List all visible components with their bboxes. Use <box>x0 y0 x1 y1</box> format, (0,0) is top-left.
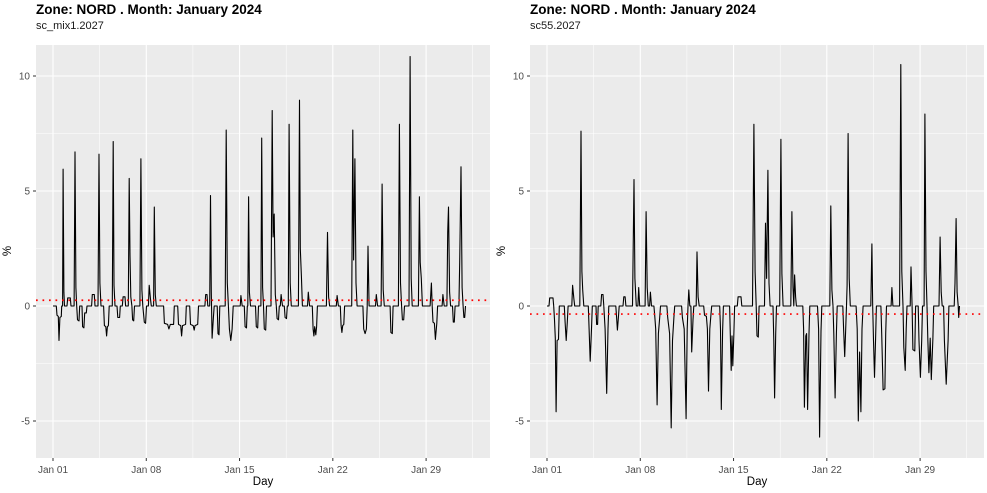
series-line <box>53 55 467 342</box>
y-tick-label: -5 <box>515 417 524 428</box>
chart-title: Zone: NORD . Month: January 2024 <box>530 2 756 17</box>
y-tick-label: 0 <box>24 302 30 313</box>
plot-area: Jan 01 Jan 08 Jan 15 Jan 22 Jan 29 10 5 0 -5 <box>513 45 984 476</box>
x-tick-label: Jan 08 <box>625 465 655 476</box>
x-tick-label: Jan 29 <box>905 465 935 476</box>
plot-area: Jan 01 Jan 08 Jan 15 Jan 22 Jan 29 10 5 0 -5 <box>19 45 490 476</box>
y-axis-title: % <box>2 245 14 257</box>
y-tick-label: 10 <box>19 72 31 83</box>
panel-background <box>36 45 490 458</box>
series-line <box>547 63 961 438</box>
x-tick-label: Jan 01 <box>38 465 68 476</box>
y-tick-label: 5 <box>24 187 30 198</box>
y-axis-title: % <box>496 245 508 257</box>
chart-panel-right: Jan 01 Jan 08 Jan 15 Jan 22 Jan 29 10 5 0 -5 Zon… <box>494 0 987 493</box>
y-tick-label: 0 <box>518 302 524 313</box>
x-tick-label: Jan 08 <box>131 465 161 476</box>
x-tick-label: Jan 22 <box>812 465 842 476</box>
y-tick-label: -5 <box>21 417 30 428</box>
x-tick-label: Jan 22 <box>318 465 348 476</box>
y-tick-label: 5 <box>518 187 524 198</box>
chart-subtitle: sc_mix1.2027 <box>36 20 104 32</box>
x-tick-label: Jan 15 <box>225 465 255 476</box>
x-tick-label: Jan 15 <box>719 465 749 476</box>
x-axis-title: Day <box>252 476 274 488</box>
chart-panel-left: Jan 01 Jan 08 Jan 15 Jan 22 Jan 29 10 5 0 -5 Zon… <box>0 0 493 493</box>
y-tick-label: 10 <box>513 72 525 83</box>
x-tick-label: Jan 29 <box>411 465 441 476</box>
x-tick-label: Jan 01 <box>532 465 562 476</box>
chart-title: Zone: NORD . Month: January 2024 <box>36 2 262 17</box>
x-axis-title: Day <box>746 476 768 488</box>
chart-subtitle: sc55.2027 <box>530 20 581 32</box>
panel-background <box>530 45 984 458</box>
